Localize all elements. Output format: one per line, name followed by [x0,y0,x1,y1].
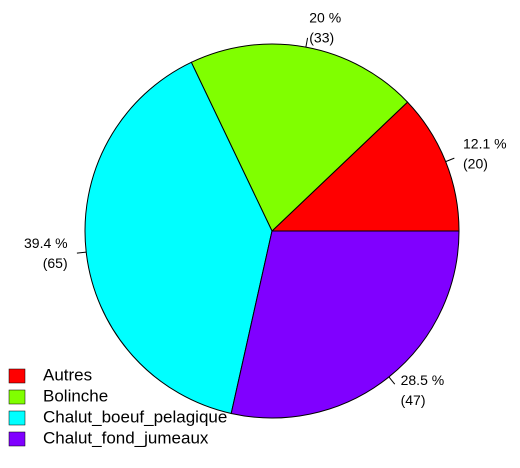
legend-label: Chalut_fond_jumeaux [43,428,209,447]
label-tick [76,251,87,254]
pie-slice [230,230,460,419]
count-label: (65) [43,255,68,271]
legend-swatch [8,431,26,447]
label-tick [305,37,309,48]
pie-slice [190,43,409,232]
count-label: (47) [401,392,426,408]
legend-label: Bolinche [43,386,108,405]
legend-label: Chalut_boeuf_pelagique [43,407,227,426]
percent-label: 12.1 % [463,135,507,151]
legend-label: Autres [43,365,92,384]
percent-label: 39.4 % [24,235,68,251]
legend-swatch [8,410,26,426]
percent-label: 28.5 % [401,372,445,388]
label-tick [388,376,396,385]
legend-swatch [8,368,26,384]
count-label: (33) [309,29,334,45]
pie-slice [270,101,460,232]
label-tick [445,157,455,163]
count-label: (20) [463,155,488,171]
legend-swatch [8,389,26,405]
pie-slice [84,61,273,415]
percent-label: 20 % [309,9,341,25]
